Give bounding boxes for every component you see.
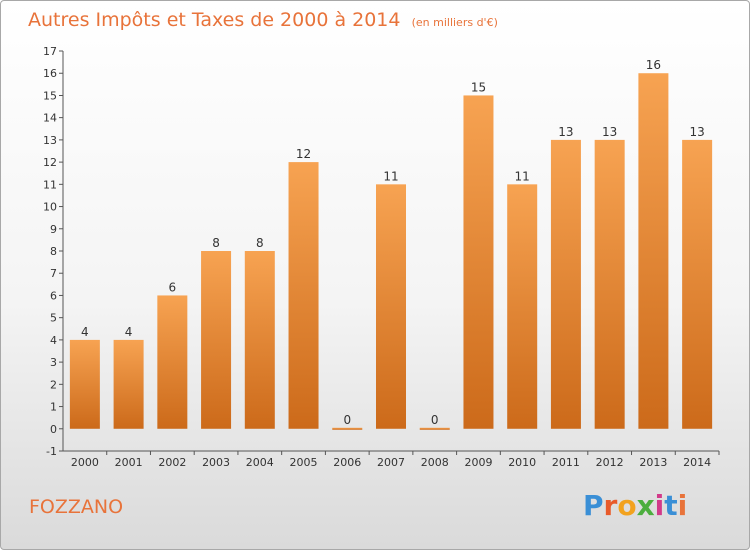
chart-title-block: Autres Impôts et Taxes de 2000 à 2014 (e… — [28, 9, 498, 31]
bar-2006 — [332, 427, 363, 430]
brand-letter: i — [677, 489, 688, 522]
x-tick-label: 2011 — [552, 456, 580, 469]
x-tick-label: 2013 — [639, 456, 667, 469]
bar-2013 — [638, 73, 669, 429]
bar-value-label: 11 — [515, 169, 530, 183]
bar-2012 — [594, 139, 625, 429]
y-tick-label: 6 — [50, 289, 57, 302]
bar-2011 — [550, 139, 581, 429]
bar-value-label: 11 — [383, 169, 398, 183]
x-tick-label: 2001 — [115, 456, 143, 469]
y-tick-label: 3 — [50, 356, 57, 369]
y-tick-label: 14 — [43, 112, 57, 125]
chart-title: Autres Impôts et Taxes de 2000 à 2014 — [28, 9, 401, 31]
bar-value-label: 13 — [689, 125, 704, 139]
x-tick-label: 2008 — [421, 456, 449, 469]
bar-2004 — [244, 251, 275, 429]
bar-value-label: 13 — [558, 125, 573, 139]
bar-value-label: 0 — [431, 413, 439, 427]
x-tick-label: 2014 — [683, 456, 711, 469]
x-tick-label: 2007 — [377, 456, 405, 469]
x-tick-label: 2006 — [333, 456, 361, 469]
bar-value-label: 4 — [125, 325, 133, 339]
bar-value-label: 8 — [212, 236, 220, 250]
bars: 4 4 6 8 8 12 0 11 0 15 11 13 13 16 13 — [69, 58, 713, 430]
bar-2009 — [463, 95, 494, 429]
x-tick-label: 2000 — [71, 456, 99, 469]
brand-letter: r — [603, 489, 618, 522]
y-tick-label: 1 — [50, 401, 57, 414]
bar-2005 — [288, 162, 319, 429]
bar-2010 — [507, 184, 538, 429]
x-tick-label: 2012 — [596, 456, 624, 469]
brand-letter: t — [664, 489, 678, 522]
brand-letter: i — [654, 489, 665, 522]
bar-value-label: 0 — [343, 413, 351, 427]
y-tick-label: 8 — [50, 245, 57, 258]
y-tick-label: 12 — [43, 156, 57, 169]
y-tick-label: 16 — [43, 67, 57, 80]
bar-2014 — [682, 139, 713, 429]
brand-letter: x — [636, 489, 655, 522]
y-tick-label: 5 — [50, 312, 57, 325]
bar-2008 — [419, 427, 450, 430]
bar-value-label: 16 — [646, 58, 661, 72]
y-tick-label: 0 — [50, 423, 57, 436]
x-tick-label: 2003 — [202, 456, 230, 469]
bar-2000 — [69, 339, 100, 429]
x-tick-label: 2010 — [508, 456, 536, 469]
x-tick-label: 2005 — [290, 456, 318, 469]
y-tick-label: 7 — [50, 267, 57, 280]
bar-value-label: 8 — [256, 236, 264, 250]
bar-value-label: 4 — [81, 325, 89, 339]
y-tick-label: 13 — [43, 134, 57, 147]
y-tick-label: 2 — [50, 378, 57, 391]
x-tick-label: 2002 — [158, 456, 186, 469]
y-tick-label: 17 — [43, 45, 57, 58]
bar-2003 — [201, 251, 232, 429]
bar-value-label: 15 — [471, 80, 486, 94]
y-tick-label: 4 — [50, 334, 57, 347]
x-tick-label: 2004 — [246, 456, 274, 469]
brand-logo: Proxiti — [583, 489, 687, 522]
bar-value-label: 12 — [296, 147, 311, 161]
y-tick-label: 10 — [43, 201, 57, 214]
x-tick-label: 2009 — [464, 456, 492, 469]
y-tick-label: 11 — [43, 178, 57, 191]
bar-2007 — [376, 184, 406, 429]
bar-value-label: 6 — [169, 280, 177, 294]
bar-value-label: 13 — [602, 125, 617, 139]
bar-2001 — [113, 339, 144, 429]
bar-2002 — [157, 295, 188, 429]
brand-letter: P — [583, 489, 604, 522]
x-axis: 2000 2001 2002 2003 2004 2005 2006 2007 2008 2009… — [63, 450, 720, 469]
chart-subtitle: (en milliers d'€) — [411, 16, 498, 29]
commune-name: FOZZANO — [29, 496, 124, 518]
y-tick-label: 9 — [50, 223, 57, 236]
y-tick-label: -1 — [46, 445, 57, 458]
brand-letter: o — [617, 489, 637, 522]
y-tick-label: 15 — [43, 89, 57, 102]
